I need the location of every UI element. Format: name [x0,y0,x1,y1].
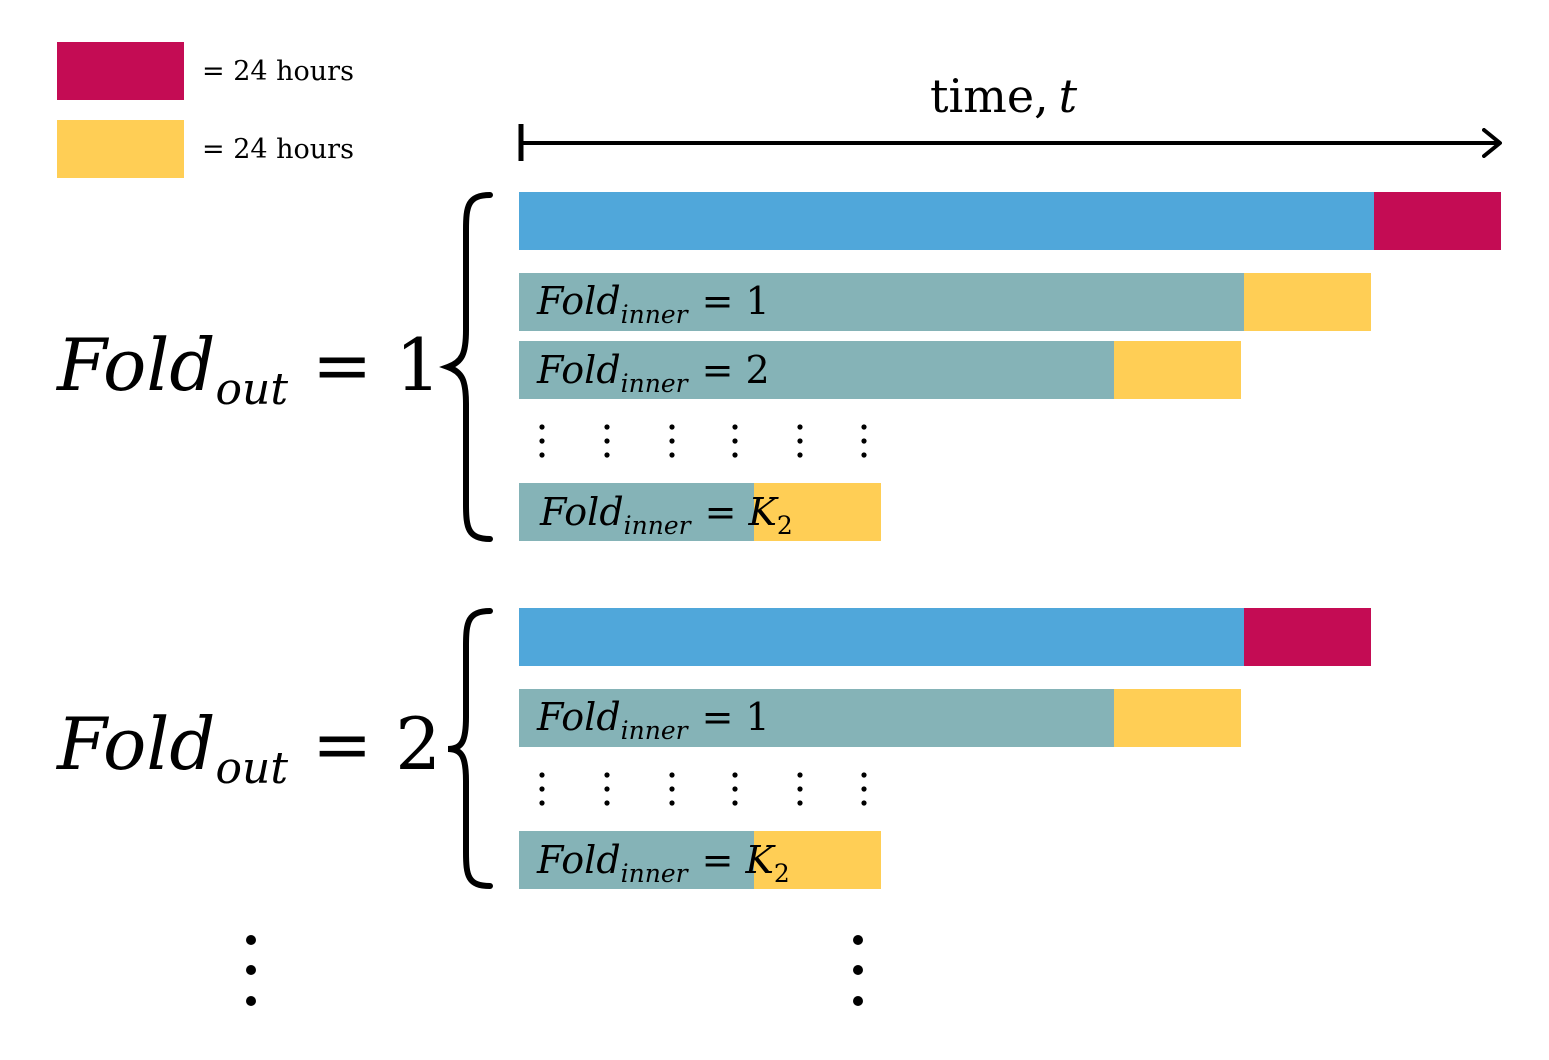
vertical-ellipsis-icon [604,424,610,458]
inner-training-segment [519,831,754,889]
inner-fold-row: Foldinner = 1 [519,689,1241,747]
vertical-ellipsis-icon [669,424,675,458]
left-brace [447,608,493,889]
vertical-ellipsis-icon [539,772,545,806]
training-segment [519,192,1374,250]
inner-fold-label: Foldinner = 1 [536,695,770,745]
inner-training-segment [519,273,1244,331]
vertical-ellipsis-row [539,424,867,458]
vertical-ellipsis-icon [732,772,738,806]
outer-fold-1: Foldout = 1 Foldinner = 1 Foldinner = 2 Fol… [55,192,1501,542]
vertical-ellipsis-icon [539,424,545,458]
outer-fold-2: Foldout = 2 Foldinner = 1 Foldinner = K2 [55,608,1371,889]
time-axis-label: time, t [930,69,1078,123]
inner-fold-row: Foldinner = K2 [519,831,881,889]
legend-item-validation: = 24 hours [57,120,354,178]
validation-swatch [57,120,184,178]
inner-fold-row: Foldinner = K2 [519,483,881,541]
time-axis-label-var: t [1059,69,1078,123]
vertical-ellipsis-icon [861,772,867,806]
vertical-ellipsis-icon [732,424,738,458]
training-segment [519,608,1244,666]
vertical-ellipsis-icon [797,424,803,458]
inner-fold-row: Foldinner = 1 [519,273,1371,331]
test-segment [1374,192,1501,250]
validation-segment [754,483,881,541]
vertical-ellipsis-row [539,772,867,806]
vertical-ellipsis-icon [604,772,610,806]
vertical-ellipsis-icon [246,935,256,1006]
time-axis: time, t [518,69,1502,161]
vertical-ellipsis-icon [669,772,675,806]
time-axis-label-text: time, [930,69,1049,123]
legend: = 24 hours = 24 hours [57,42,354,178]
validation-segment [754,831,881,889]
inner-training-segment [519,341,1114,399]
vertical-ellipsis-icon [861,424,867,458]
validation-segment [1244,273,1371,331]
inner-fold-label: Foldinner = K2 [539,490,793,540]
test-segment [1244,608,1371,666]
outer-fold-label: Foldout = 1 [55,323,441,415]
vertical-ellipsis-icon [853,935,863,1006]
legend-label: = 24 hours [202,134,354,165]
inner-fold-label: Foldinner = 1 [536,279,770,329]
vertical-ellipsis-icon [797,772,803,806]
inner-fold-row: Foldinner = 2 [519,341,1241,399]
legend-label: = 24 hours [202,56,354,87]
inner-fold-label: Foldinner = K2 [536,838,790,888]
inner-training-segment [519,483,754,541]
validation-segment [1114,689,1241,747]
legend-item-test: = 24 hours [57,42,354,100]
outer-fold-label: Foldout = 2 [55,702,441,794]
validation-segment [1114,341,1241,399]
test-swatch [57,42,184,100]
inner-fold-label: Foldinner = 2 [536,348,770,398]
inner-training-segment [519,689,1114,747]
left-brace [439,192,493,542]
